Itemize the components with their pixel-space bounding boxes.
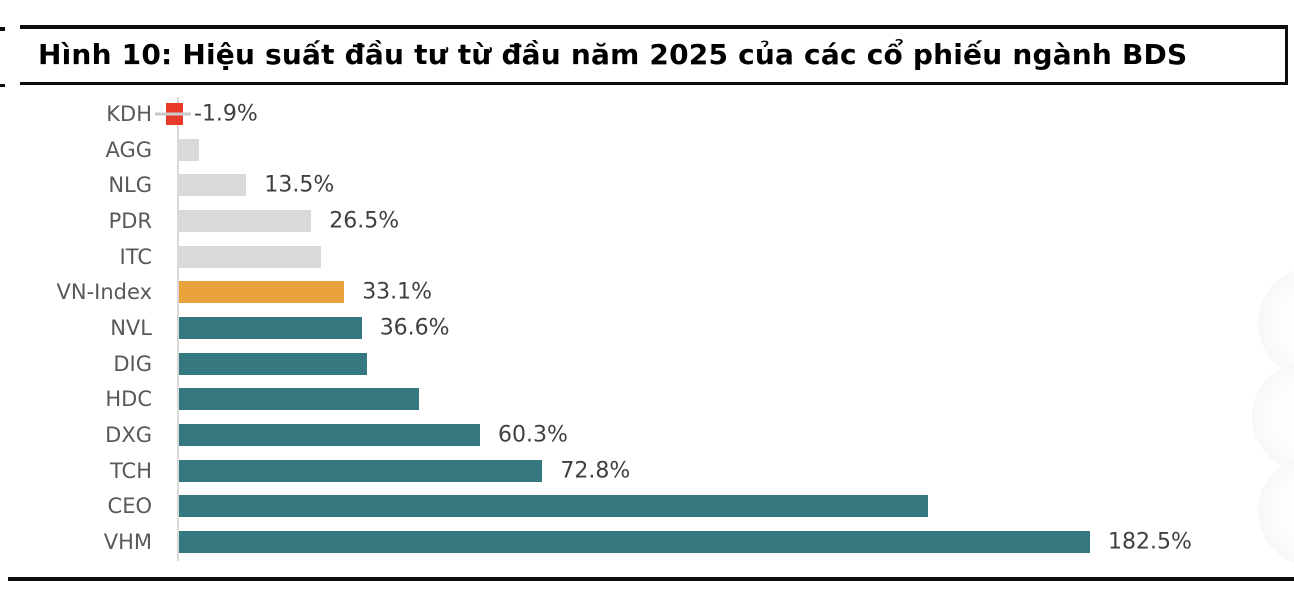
left-edge-dash-top [0, 27, 5, 31]
category-label-dig: DIG [113, 351, 152, 376]
bar-row-vhm: VHM 182.5% [0, 524, 1294, 560]
plot-area-dig [179, 346, 1294, 382]
category-label-tch: TCH [109, 458, 152, 483]
plot-area-nlg: 13.5% [179, 167, 1294, 203]
value-label-tch: 72.8% [560, 458, 631, 484]
horizontal-bar-chart: KDH -1.9% AGG NLG 13.5% PDR 26.5% ITC VN-Index 33… [0, 96, 1294, 562]
plot-area-vn-index: 33.1% [179, 274, 1294, 310]
category-label-ceo: CEO [107, 494, 152, 519]
category-label-vhm: VHM [103, 530, 152, 555]
y-axis-baseline [177, 97, 179, 561]
bar-hdc [179, 388, 419, 411]
bar-row-dig: DIG [0, 346, 1294, 382]
plot-area-vhm: 182.5% [179, 524, 1294, 560]
plot-area-agg [179, 132, 1294, 168]
category-label-nlg: NLG [108, 173, 152, 198]
plot-area-tch: 72.8% [179, 453, 1294, 489]
plot-area-nvl: 36.6% [179, 310, 1294, 346]
category-label-itc: ITC [119, 244, 152, 269]
value-label-dxg: 60.3% [498, 422, 568, 448]
category-label-hdc: HDC [105, 387, 152, 412]
bar-vn-index [179, 281, 345, 304]
bar-row-tch: TCH 72.8% [0, 453, 1294, 489]
bar-row-nvl: NVL 36.6% [0, 310, 1294, 346]
bar-ceo [179, 495, 928, 518]
plot-area-ceo [179, 489, 1294, 525]
bar-row-pdr: PDR 26.5% [0, 203, 1294, 239]
plot-area-kdh: -1.9% [155, 96, 1294, 132]
bar-tch [179, 459, 543, 482]
bar-rows-container: KDH -1.9% AGG NLG 13.5% PDR 26.5% ITC VN-Index 33… [0, 96, 1294, 560]
bar-dxg [179, 424, 480, 447]
value-label-nlg: 13.5% [264, 172, 335, 198]
category-label-dxg: DXG [105, 423, 152, 448]
plot-area-pdr: 26.5% [179, 203, 1294, 239]
left-edge-dash-mid [0, 84, 5, 87]
category-label-pdr: PDR [108, 208, 152, 233]
bar-row-dxg: DXG 60.3% [0, 417, 1294, 453]
bar-row-agg: AGG [0, 132, 1294, 168]
bar-vhm [179, 531, 1090, 554]
bar-pdr [179, 209, 312, 232]
title-bottom-rule [20, 82, 1288, 85]
bar-row-hdc: HDC [0, 382, 1294, 418]
title-cell-right-border [1285, 25, 1288, 85]
title-top-rule [20, 25, 1288, 29]
bar-row-nlg: NLG 13.5% [0, 167, 1294, 203]
value-label-vhm: 182.5% [1108, 529, 1192, 555]
value-label-vn-index: 33.1% [362, 279, 433, 305]
value-label-kdh: -1.9% [194, 101, 258, 127]
page-bottom-rule [8, 577, 1294, 581]
bar-row-itc: ITC [0, 239, 1294, 275]
bar-itc [179, 245, 322, 268]
bar-nvl [179, 316, 362, 339]
bar-dig [179, 352, 368, 375]
value-label-pdr: 26.5% [329, 208, 400, 234]
plot-area-itc [179, 239, 1294, 275]
bar-row-kdh: KDH -1.9% [0, 96, 1294, 132]
bar-nlg [179, 174, 247, 197]
category-label-agg: AGG [105, 137, 152, 162]
bar-row-vn-index: VN-Index 33.1% [0, 274, 1294, 310]
plot-area-dxg: 60.3% [179, 417, 1294, 453]
category-label-vn-index: VN-Index [56, 280, 152, 305]
plot-area-hdc [179, 382, 1294, 418]
bar-row-ceo: CEO [0, 489, 1294, 525]
value-label-nvl: 36.6% [379, 315, 450, 341]
category-label-nvl: NVL [110, 315, 152, 340]
negative-bar-leader-line [155, 112, 191, 116]
figure-title: Hình 10: Hiệu suất đầu tư từ đầu năm 202… [38, 38, 1188, 71]
bar-agg [179, 138, 199, 161]
category-label-kdh: KDH [106, 101, 152, 126]
